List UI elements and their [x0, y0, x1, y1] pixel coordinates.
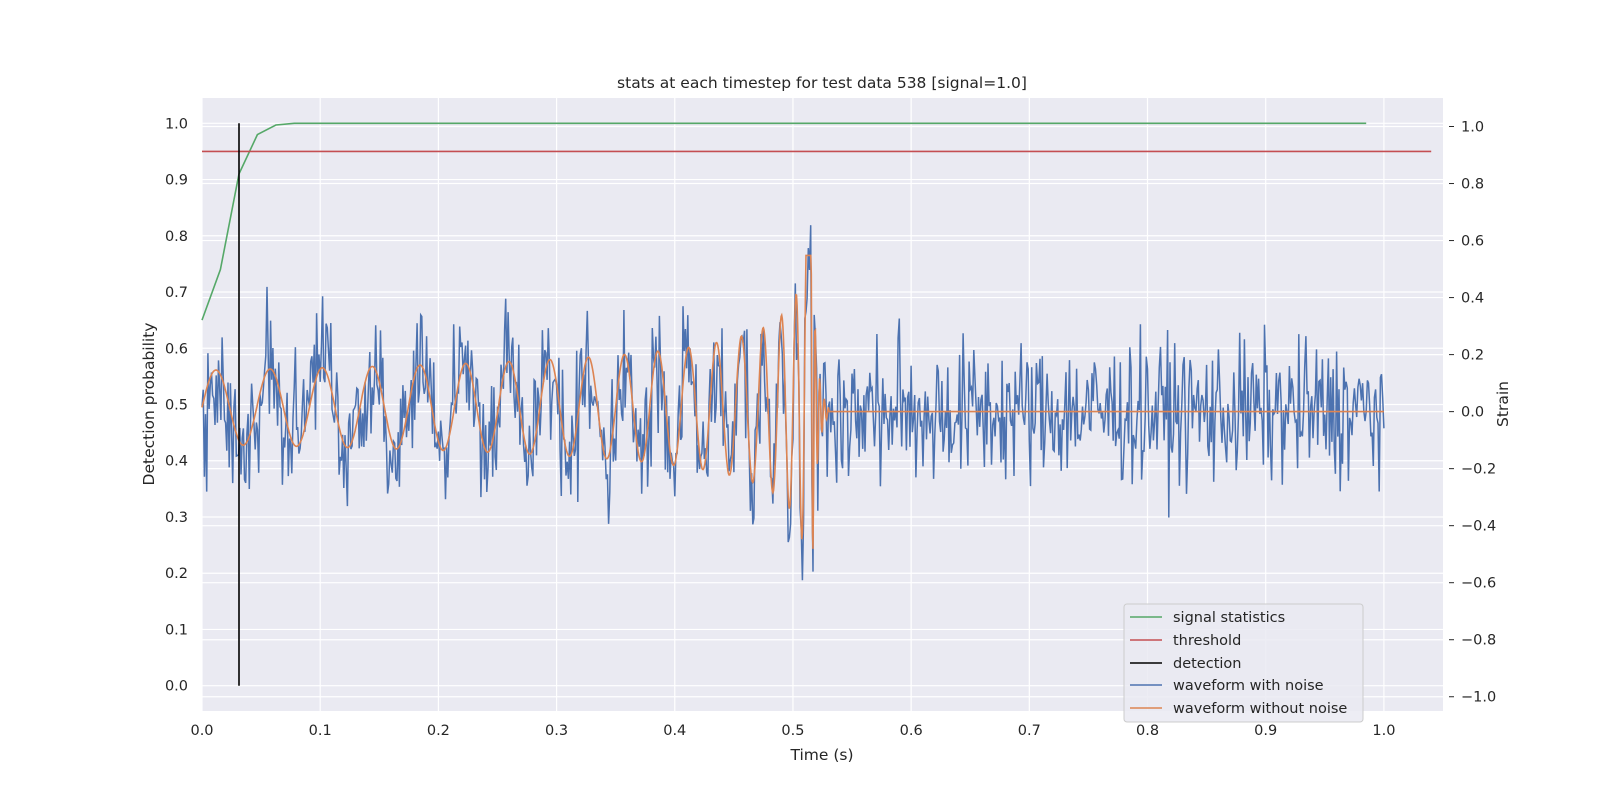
- x-tick-label: 0.3: [545, 723, 568, 739]
- y-tick-label-left: 0.8: [165, 229, 188, 245]
- y-tick-label-left: 1.0: [165, 116, 188, 132]
- y-tick-label-left: 0.2: [165, 566, 188, 582]
- y-tick-label-left: 0.1: [165, 622, 188, 638]
- x-tick-label: 0.0: [190, 723, 213, 739]
- series-waveform-without-noise: [201, 254, 1384, 549]
- y-tick-label-left: 0.6: [165, 341, 188, 357]
- y-tick-label-right: 0.2: [1461, 348, 1484, 364]
- y-tick-label-left: 0.4: [165, 454, 188, 470]
- y-tick-label-left: 0.7: [165, 285, 188, 301]
- y-tick-label-right: −0.4: [1461, 519, 1496, 535]
- y-tick-label-right: 1.0: [1461, 120, 1484, 136]
- y-tick-label-left: 0.3: [165, 510, 188, 526]
- y-tick-label-right: 0.4: [1461, 291, 1484, 307]
- x-tick-label: 0.6: [900, 723, 923, 739]
- tick-labels: 0.0 0.1 0.2 0.3 0.4 0.5 0.6 0.7 0.8 0.9 1.0 0.0 0.1 0…: [165, 116, 1496, 739]
- chart-title: stats at each timestep for test data 538…: [617, 74, 1027, 92]
- y-tick-label-right: −0.6: [1461, 576, 1496, 592]
- y-tick-label-right: 0.6: [1461, 234, 1484, 250]
- legend-label-signal-statistics: signal statistics: [1173, 610, 1285, 626]
- y-tick-label-right: −0.2: [1461, 462, 1496, 478]
- x-tick-label: 0.4: [663, 723, 686, 739]
- legend-label-waveform-with-noise: waveform with noise: [1173, 678, 1324, 694]
- legend-label-threshold: threshold: [1173, 633, 1241, 649]
- y-tick-label-left: 0.9: [165, 173, 188, 189]
- x-tick-label: 0.8: [1136, 723, 1159, 739]
- x-tick-label: 0.1: [309, 723, 332, 739]
- y-axis-label-right: Strain: [1494, 381, 1512, 427]
- y-tick-label-right: 0.8: [1461, 177, 1484, 193]
- y-tick-label-left: 0.0: [165, 679, 188, 695]
- y-axis-label-left: Detection probability: [140, 323, 158, 486]
- x-tick-label: 0.2: [427, 723, 450, 739]
- y-tick-label-right: 0.0: [1461, 405, 1484, 421]
- legend-label-detection: detection: [1173, 656, 1241, 672]
- x-axis-label: Time (s): [789, 746, 853, 764]
- legend-label-waveform-without-noise: waveform without noise: [1173, 701, 1347, 717]
- legend-box: [1123, 603, 1364, 723]
- x-tick-label: 0.7: [1018, 723, 1041, 739]
- x-tick-label: 0.9: [1254, 723, 1277, 739]
- x-tick-label: 1.0: [1372, 723, 1395, 739]
- legend: signal statistics threshold detection wa…: [1123, 603, 1364, 723]
- y-tick-label-left: 0.5: [165, 398, 188, 414]
- series-layer: [201, 122, 1432, 686]
- x-tick-label: 0.5: [781, 723, 804, 739]
- y-tick-label-right: −1.0: [1461, 690, 1496, 706]
- series-signal-statistics: [201, 122, 1367, 321]
- y-tick-label-right: −0.8: [1461, 633, 1496, 649]
